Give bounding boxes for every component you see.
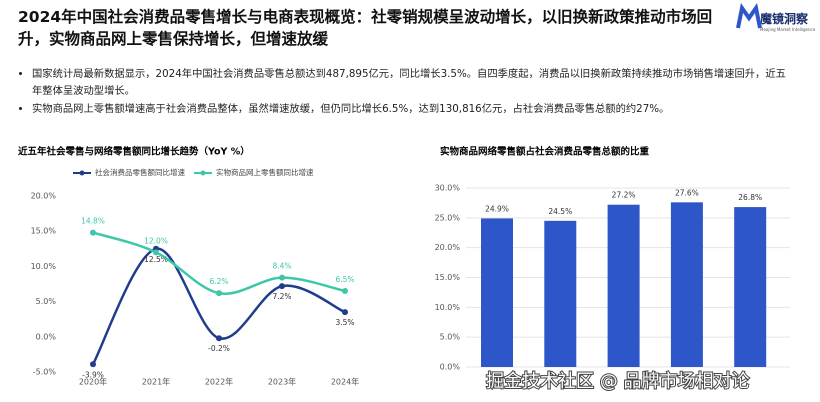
- point: [279, 274, 285, 281]
- y-tick-label: 15.0%: [435, 273, 461, 282]
- point: [90, 361, 96, 368]
- x-tick-label: 2021年: [142, 377, 170, 387]
- x-tick-label: 2023年: [268, 377, 296, 387]
- x-tick-label: 2020年: [79, 377, 107, 387]
- bar: [607, 204, 640, 367]
- data-label: 3.5%: [335, 318, 354, 327]
- legend-label: 实物商品网上零售额同比增速: [216, 167, 314, 177]
- point: [216, 290, 222, 297]
- data-label: -3.9%: [82, 370, 104, 379]
- data-label: 6.5%: [335, 275, 354, 284]
- data-label: 24.9%: [485, 204, 509, 213]
- data-label: 8.4%: [272, 262, 291, 271]
- y-tick-label: 20.0%: [31, 192, 57, 201]
- chart-title: 实物商品网络零售额占社会消费品零售总额的比重: [440, 146, 650, 158]
- data-label: 6.2%: [209, 277, 228, 286]
- bar: [734, 207, 767, 367]
- y-tick-label: 25.0%: [435, 213, 461, 222]
- chart-title: 近五年社会零售与网络零售额同比增长趋势（YoY %）: [18, 146, 250, 158]
- x-tick-label: 2024年: [331, 377, 359, 387]
- data-label: 12.0%: [144, 236, 168, 245]
- logo-icon: [736, 3, 762, 29]
- data-label: 14.8%: [81, 217, 105, 226]
- data-label: 27.6%: [675, 188, 699, 197]
- slide-title: 2024年中国社会消费品零售增长与电商表现概览：社零销规模呈波动增长，以旧换新政…: [18, 8, 713, 48]
- bullet: 国家统计局最新数据显示，2024年中国社会消费品零售总额达到487,895亿元，…: [32, 66, 792, 100]
- legend-swatch: [200, 170, 206, 176]
- bullet-list: 国家统计局最新数据显示，2024年中国社会消费品零售总额达到487,895亿元，…: [18, 66, 792, 119]
- bar: [670, 202, 703, 367]
- logo-subtext: Moojing Market Intelligence: [760, 27, 816, 32]
- point: [342, 288, 348, 295]
- bullet: 实物商品网上零售额增速高于社会消费品整体，虽然增速放缓，但仍同比增长6.5%，达…: [32, 101, 792, 118]
- y-tick-label: 10.0%: [31, 262, 57, 271]
- point: [153, 249, 159, 256]
- logo-text: 魔镜洞察: [760, 12, 809, 26]
- data-label: -0.2%: [208, 344, 230, 353]
- point: [279, 283, 285, 290]
- y-tick-label: 0.0%: [440, 363, 461, 372]
- data-label: 12.5%: [144, 255, 168, 264]
- watermark: 掘金技术社区 @ 品牌市场相对论: [486, 371, 749, 392]
- x-tick-label: 2022年: [205, 377, 233, 387]
- series-line: [91, 247, 346, 365]
- data-label: 24.5%: [548, 207, 572, 216]
- y-tick-label: -5.0%: [33, 368, 57, 377]
- data-label: 7.2%: [272, 292, 291, 301]
- bar: [481, 218, 513, 367]
- legend-label: 社会消费品零售额同比增速: [95, 167, 185, 177]
- y-tick-label: 0.0%: [36, 332, 57, 341]
- y-tick-label: 5.0%: [440, 333, 461, 342]
- point: [90, 229, 96, 236]
- y-tick-label: 10.0%: [435, 303, 461, 312]
- bar: [544, 220, 577, 367]
- y-tick-label: 20.0%: [435, 243, 461, 252]
- data-label: 27.2%: [612, 191, 636, 200]
- y-tick-label: 30.0%: [435, 184, 461, 193]
- point: [216, 335, 222, 342]
- y-tick-label: 5.0%: [36, 297, 57, 306]
- legend-swatch: [79, 170, 85, 176]
- point: [342, 309, 348, 316]
- y-tick-label: 15.0%: [31, 227, 57, 236]
- data-label: 26.8%: [738, 193, 762, 202]
